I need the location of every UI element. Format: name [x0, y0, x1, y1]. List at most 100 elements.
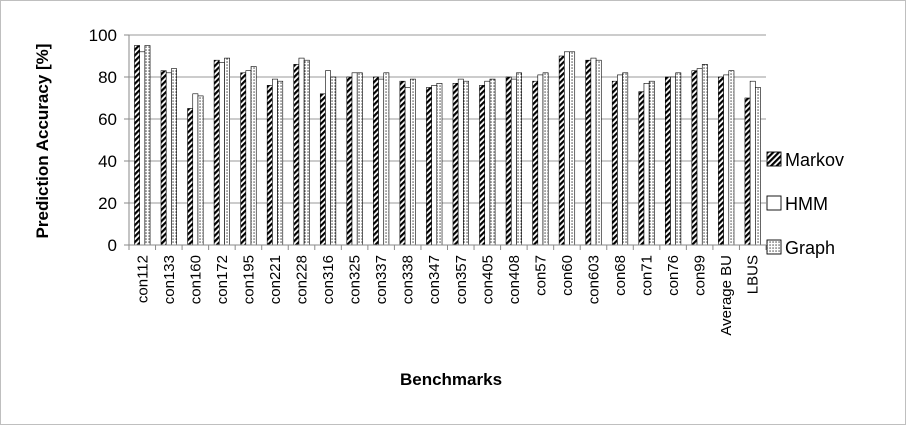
- bar-graph: [409, 78, 416, 246]
- bar-hmm: [139, 51, 146, 246]
- x-tick-label: con347: [426, 255, 443, 304]
- bar-hmm: [218, 61, 225, 246]
- bar-hmm: [537, 74, 544, 246]
- x-tick-label: con325: [347, 255, 364, 304]
- bar-hmm: [245, 70, 252, 246]
- bar-hmm: [723, 74, 730, 246]
- x-tick-label: con316: [320, 255, 337, 304]
- bars: [134, 45, 761, 246]
- x-tick-label: con133: [161, 255, 178, 304]
- bar-markov: [240, 72, 247, 246]
- bar-markov: [426, 87, 432, 246]
- bar-markov: [134, 45, 140, 246]
- legend-swatch-markov: [766, 151, 782, 167]
- x-tick-label: con603: [585, 255, 602, 304]
- legend-label-hmm: HMM: [785, 194, 828, 214]
- bar-hmm: [404, 87, 411, 246]
- legend-label-markov: Markov: [785, 150, 844, 170]
- bar-markov: [346, 76, 353, 246]
- x-tick-label: con405: [479, 255, 496, 304]
- bar-hmm: [590, 57, 597, 246]
- bar-graph: [516, 72, 522, 246]
- bar-hmm: [564, 51, 570, 246]
- bar-markov: [187, 108, 194, 246]
- bar-markov: [558, 55, 565, 246]
- x-tick-label: con408: [506, 255, 523, 304]
- x-tick-label: con357: [453, 255, 470, 304]
- bar-graph: [144, 45, 151, 246]
- x-tick-label: con112: [134, 255, 151, 303]
- bar-markov: [638, 91, 645, 246]
- x-tick-labels: con112 con133 con160 con172 con195 con221 con2…: [134, 255, 761, 336]
- bar-graph: [383, 72, 390, 246]
- bar-markov: [373, 76, 379, 246]
- bar-markov: [665, 76, 671, 246]
- bar-graph: [595, 59, 602, 246]
- bar-markov: [585, 59, 592, 246]
- y-tick-labels: 0 20 40 60 80 100: [89, 26, 117, 255]
- bar-hmm: [617, 74, 623, 246]
- legend-label-graph: Graph: [785, 238, 835, 258]
- bar-graph: [701, 64, 708, 246]
- bar-graph: [755, 87, 761, 246]
- x-tick-label: con228: [294, 255, 311, 304]
- bar-markov: [319, 93, 326, 246]
- y-axis-label: Prediction Accuracy [%]: [33, 44, 52, 239]
- y-tick-label: 40: [98, 152, 117, 171]
- bar-graph: [569, 51, 576, 246]
- y-tick-label: 100: [89, 26, 117, 45]
- bar-graph: [224, 57, 230, 246]
- legend-swatch-hmm: [766, 195, 782, 211]
- bar-hmm: [510, 78, 517, 246]
- x-tick-label: Average BU: [718, 255, 735, 336]
- bar-hmm: [670, 76, 677, 246]
- bar-markov: [718, 76, 724, 246]
- x-tick-label: con337: [373, 255, 390, 304]
- bar-graph: [303, 59, 310, 246]
- x-tick-label: con60: [559, 255, 576, 296]
- bar-graph: [436, 83, 443, 246]
- bar-hmm: [643, 83, 650, 246]
- bar-hmm: [749, 80, 756, 246]
- y-tick-label: 0: [108, 236, 117, 255]
- bar-markov: [744, 97, 751, 246]
- bar-hmm: [696, 68, 703, 246]
- bar-markov: [266, 85, 273, 246]
- bar-hmm: [431, 85, 438, 246]
- x-tick-label: con195: [240, 255, 257, 304]
- bar-graph: [622, 72, 629, 246]
- x-tick-label: con221: [267, 255, 284, 304]
- bar-markov: [452, 83, 459, 246]
- x-tick-label: con68: [612, 255, 629, 296]
- bar-markov: [213, 59, 220, 246]
- x-tick-label: con160: [187, 255, 204, 304]
- bar-graph: [330, 76, 337, 246]
- bar-graph: [463, 80, 469, 246]
- legend: Markov HMM Graph: [766, 150, 844, 258]
- y-tick-label: 20: [98, 194, 117, 213]
- x-tick-label: LBUS: [745, 255, 762, 294]
- bar-hmm: [378, 78, 385, 246]
- bar-markov: [160, 70, 167, 246]
- axes: [124, 34, 767, 250]
- x-tick-label: con57: [532, 255, 549, 296]
- bar-graph: [171, 68, 177, 246]
- bar-graph: [675, 72, 682, 246]
- bar-markov: [399, 80, 406, 246]
- y-tick-label: 60: [98, 110, 117, 129]
- bar-hmm: [325, 70, 331, 246]
- bar-markov: [505, 76, 512, 246]
- y-tick-label: 80: [98, 68, 117, 87]
- bar-graph: [728, 70, 735, 246]
- bar-markov: [691, 70, 698, 246]
- x-tick-label: con71: [639, 255, 656, 296]
- bar-hmm: [484, 80, 491, 246]
- bar-graph: [542, 72, 549, 246]
- x-tick-label: con338: [400, 255, 417, 304]
- x-tick-label: con99: [692, 255, 709, 296]
- bar-graph: [356, 72, 363, 246]
- bar-hmm: [165, 72, 172, 246]
- bar-hmm: [192, 93, 199, 246]
- bar-graph: [197, 95, 204, 246]
